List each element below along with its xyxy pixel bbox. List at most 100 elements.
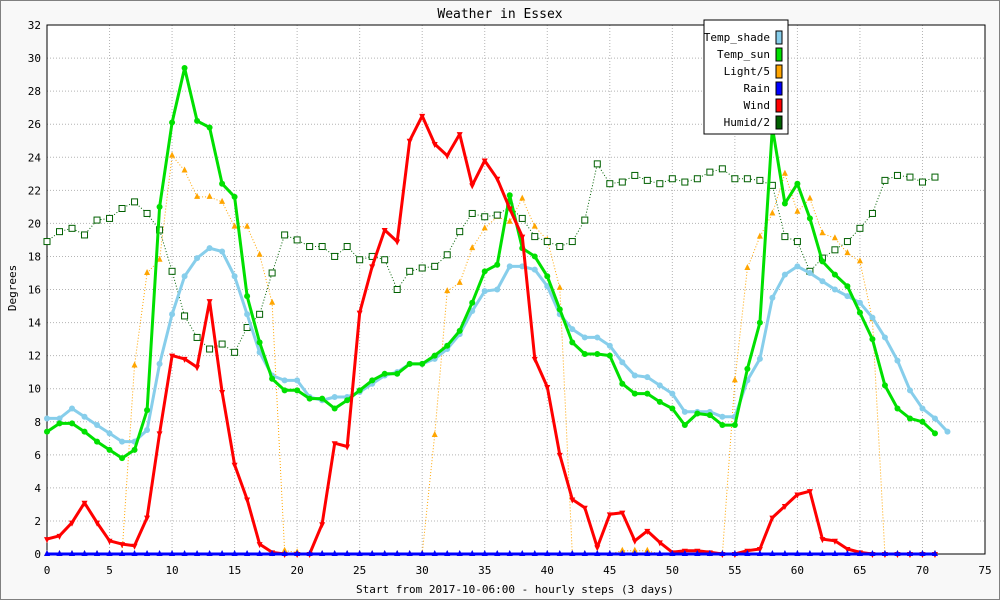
data-point-humid-2 bbox=[131, 198, 139, 206]
data-point-temp-shade bbox=[56, 415, 63, 422]
data-point-wind bbox=[506, 206, 513, 213]
data-point-temp-shade bbox=[231, 273, 238, 280]
data-point-humid-2 bbox=[268, 269, 276, 277]
data-point-temp-shade bbox=[869, 314, 876, 321]
legend-label-temp-shade: Temp_shade bbox=[704, 31, 770, 44]
data-point-rain bbox=[319, 550, 326, 556]
data-point-wind bbox=[431, 142, 438, 149]
data-point-temp-sun bbox=[306, 395, 313, 402]
data-point-wind bbox=[169, 353, 176, 360]
data-point-rain bbox=[669, 550, 676, 556]
data-point-wind bbox=[94, 520, 101, 527]
data-point-temp-shade bbox=[69, 405, 76, 412]
data-point-temp-sun bbox=[906, 415, 913, 422]
data-point-rain bbox=[369, 550, 376, 556]
data-point-light-5 bbox=[794, 207, 801, 214]
data-point-temp-sun bbox=[919, 418, 926, 425]
data-point-rain bbox=[506, 550, 513, 556]
data-point-wind bbox=[69, 520, 76, 527]
data-point-humid-2 bbox=[731, 175, 739, 183]
data-point-temp-sun bbox=[206, 124, 213, 131]
data-point-wind bbox=[394, 239, 401, 246]
data-point-temp-shade bbox=[544, 283, 551, 290]
data-point-wind bbox=[219, 389, 226, 396]
data-point-temp-shade bbox=[844, 293, 851, 300]
data-point-rain bbox=[131, 550, 138, 556]
legend-label-temp-sun: Temp_sun bbox=[717, 48, 770, 61]
x-axis-ticks: 0 5 10 15 20 25 30 35 40 45 50 55 60 65 70 75 bbox=[44, 564, 992, 577]
x-axis-label: Start from 2017-10-06:00 - hourly steps … bbox=[356, 583, 674, 596]
data-point-humid-2 bbox=[568, 238, 576, 246]
data-point-wind bbox=[231, 462, 238, 469]
data-point-humid-2 bbox=[418, 264, 426, 272]
data-point-rain bbox=[606, 550, 613, 556]
data-point-temp-sun bbox=[194, 117, 201, 124]
data-point-wind bbox=[406, 138, 413, 145]
x-tick-label: 0 bbox=[44, 564, 51, 577]
data-point-humid-2 bbox=[643, 176, 651, 184]
data-point-humid-2 bbox=[356, 256, 364, 264]
data-point-rain bbox=[806, 550, 813, 556]
data-point-wind bbox=[631, 538, 638, 545]
data-point-temp-shade bbox=[106, 430, 113, 437]
data-point-rain bbox=[469, 550, 476, 556]
data-point-light-5 bbox=[619, 546, 626, 553]
data-point-temp-sun bbox=[856, 309, 863, 316]
data-point-wind bbox=[256, 542, 263, 549]
data-point-humid-2 bbox=[406, 267, 414, 275]
legend-swatch-humid-2 bbox=[775, 115, 783, 130]
data-point-humid-2 bbox=[293, 236, 301, 244]
data-point-wind bbox=[581, 505, 588, 512]
data-point-wind bbox=[206, 299, 213, 306]
data-point-humid-2 bbox=[743, 175, 751, 183]
data-point-temp-shade bbox=[719, 413, 726, 420]
data-point-wind bbox=[481, 158, 488, 165]
data-point-light-5 bbox=[769, 209, 776, 216]
data-point-rain bbox=[581, 550, 588, 556]
data-point-light-5 bbox=[644, 546, 651, 553]
data-point-rain bbox=[194, 550, 201, 556]
data-point-temp-shade bbox=[831, 286, 838, 293]
data-point-temp-shade bbox=[644, 374, 651, 381]
data-point-rain bbox=[381, 550, 388, 556]
data-point-wind bbox=[644, 528, 651, 535]
data-point-temp-sun bbox=[681, 422, 688, 429]
data-point-rain bbox=[781, 550, 788, 556]
data-point-light-5 bbox=[244, 222, 251, 229]
data-point-temp-sun bbox=[144, 407, 151, 414]
data-point-temp-shade bbox=[206, 245, 213, 252]
data-point-temp-sun bbox=[506, 192, 513, 199]
data-point-rain bbox=[706, 550, 713, 556]
data-point-temp-sun bbox=[44, 428, 50, 435]
x-tick-label: 50 bbox=[666, 564, 679, 577]
data-point-humid-2 bbox=[893, 171, 901, 179]
data-point-humid-2 bbox=[93, 216, 101, 224]
data-point-rain bbox=[644, 550, 651, 556]
data-point-temp-sun bbox=[456, 327, 463, 334]
data-point-humid-2 bbox=[606, 180, 614, 188]
data-point-temp-sun bbox=[169, 119, 176, 126]
data-point-rain bbox=[656, 550, 663, 556]
data-point-light-5 bbox=[819, 229, 826, 236]
data-point-rain bbox=[631, 550, 638, 556]
data-point-humid-2 bbox=[756, 176, 764, 184]
data-point-temp-shade bbox=[894, 357, 901, 364]
data-point-light-5 bbox=[456, 278, 463, 285]
data-point-humid-2 bbox=[793, 238, 801, 246]
data-point-wind bbox=[244, 497, 251, 504]
data-point-temp-shade bbox=[581, 334, 588, 341]
data-point-temp-sun bbox=[494, 261, 501, 268]
data-point-humid-2 bbox=[68, 224, 76, 232]
legend-swatch-temp-sun bbox=[775, 47, 783, 62]
data-point-rain bbox=[406, 550, 413, 556]
data-point-wind bbox=[331, 441, 338, 448]
legend-swatch-light-5 bbox=[775, 64, 783, 79]
data-point-light-5 bbox=[444, 287, 451, 294]
data-point-temp-sun bbox=[481, 268, 488, 275]
data-point-humid-2 bbox=[906, 173, 914, 181]
data-point-humid-2 bbox=[493, 211, 501, 219]
data-point-temp-sun bbox=[656, 398, 663, 405]
x-tick-label: 35 bbox=[478, 564, 491, 577]
data-point-temp-sun bbox=[94, 438, 101, 445]
legend-swatch-wind bbox=[775, 98, 783, 113]
